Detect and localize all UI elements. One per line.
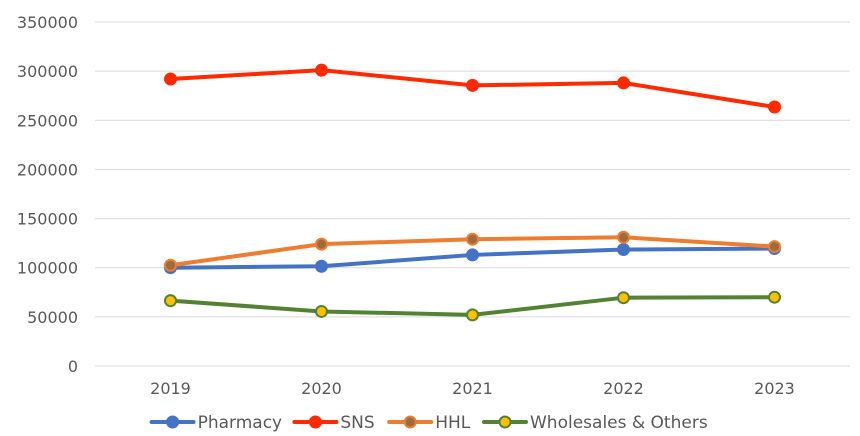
series-2 — [164, 230, 781, 272]
legend-label: Wholesales & Others — [530, 413, 708, 433]
data-point — [617, 230, 630, 244]
y-tick-label: 250000 — [17, 111, 78, 130]
legend-swatch-marker — [166, 415, 180, 429]
data-point — [617, 243, 630, 257]
legend-label: HHL — [435, 413, 471, 433]
data-point — [315, 237, 328, 251]
data-point — [617, 76, 630, 90]
x-tick-label: 2021 — [452, 379, 493, 398]
data-point — [164, 258, 177, 272]
series-3 — [164, 290, 781, 322]
y-tick-label: 300000 — [17, 62, 78, 81]
legend-item: Pharmacy — [149, 413, 283, 433]
series-layer — [164, 63, 781, 322]
data-point — [315, 259, 328, 273]
data-point — [466, 232, 479, 246]
y-tick-label: 100000 — [17, 259, 78, 278]
data-point — [617, 291, 630, 305]
legend-label: Pharmacy — [198, 413, 283, 433]
data-point — [466, 248, 479, 262]
data-point — [768, 100, 781, 114]
x-tick-label: 2020 — [301, 379, 342, 398]
y-tick-label: 50000 — [27, 308, 78, 327]
legend: Pharmacy SNS HHL Wholesales & Others — [149, 413, 708, 433]
legend-swatch-marker — [308, 415, 322, 429]
legend-swatch-marker — [498, 415, 512, 429]
y-tick-label: 350000 — [17, 13, 78, 32]
legend-swatch-marker — [403, 415, 417, 429]
y-tick-label: 200000 — [17, 160, 78, 179]
legend-item: HHL — [387, 413, 471, 433]
data-point — [315, 63, 328, 77]
data-point — [466, 78, 479, 92]
data-point — [164, 72, 177, 86]
legend-label: SNS — [340, 413, 374, 433]
data-point — [164, 294, 177, 308]
y-axis-ticks: 0 50000 100000 150000 200000 250000 300000 3500… — [17, 13, 78, 376]
x-tick-label: 2022 — [603, 379, 644, 398]
data-point — [768, 240, 781, 254]
legend-item: SNS — [292, 413, 375, 433]
data-point — [768, 290, 781, 304]
series-1 — [164, 63, 781, 114]
legend-item: Wholesales & Others — [482, 413, 708, 433]
x-tick-label: 2019 — [150, 379, 191, 398]
x-tick-label: 2023 — [754, 379, 795, 398]
series-0 — [164, 242, 781, 275]
x-axis-ticks: 2019 2020 2021 2022 2023 — [150, 379, 795, 398]
data-point — [466, 308, 479, 322]
y-tick-label: 150000 — [17, 210, 78, 229]
y-tick-label: 0 — [68, 357, 78, 376]
data-point — [315, 304, 328, 318]
